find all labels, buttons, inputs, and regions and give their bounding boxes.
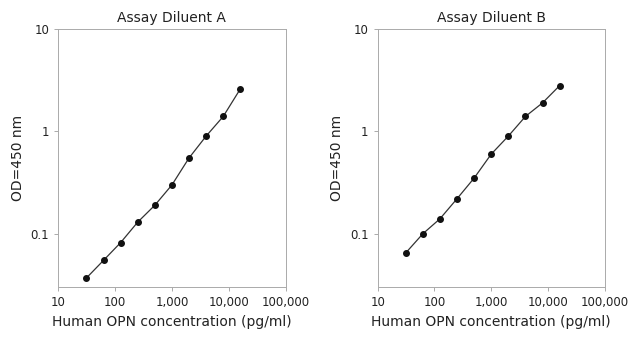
Title: Assay Diluent B: Assay Diluent B: [436, 11, 546, 25]
Y-axis label: OD=450 nm: OD=450 nm: [330, 115, 344, 201]
X-axis label: Human OPN concentration (pg/ml): Human OPN concentration (pg/ml): [52, 315, 292, 329]
Title: Assay Diluent A: Assay Diluent A: [118, 11, 227, 25]
X-axis label: Human OPN concentration (pg/ml): Human OPN concentration (pg/ml): [371, 315, 611, 329]
Y-axis label: OD=450 nm: OD=450 nm: [11, 115, 25, 201]
